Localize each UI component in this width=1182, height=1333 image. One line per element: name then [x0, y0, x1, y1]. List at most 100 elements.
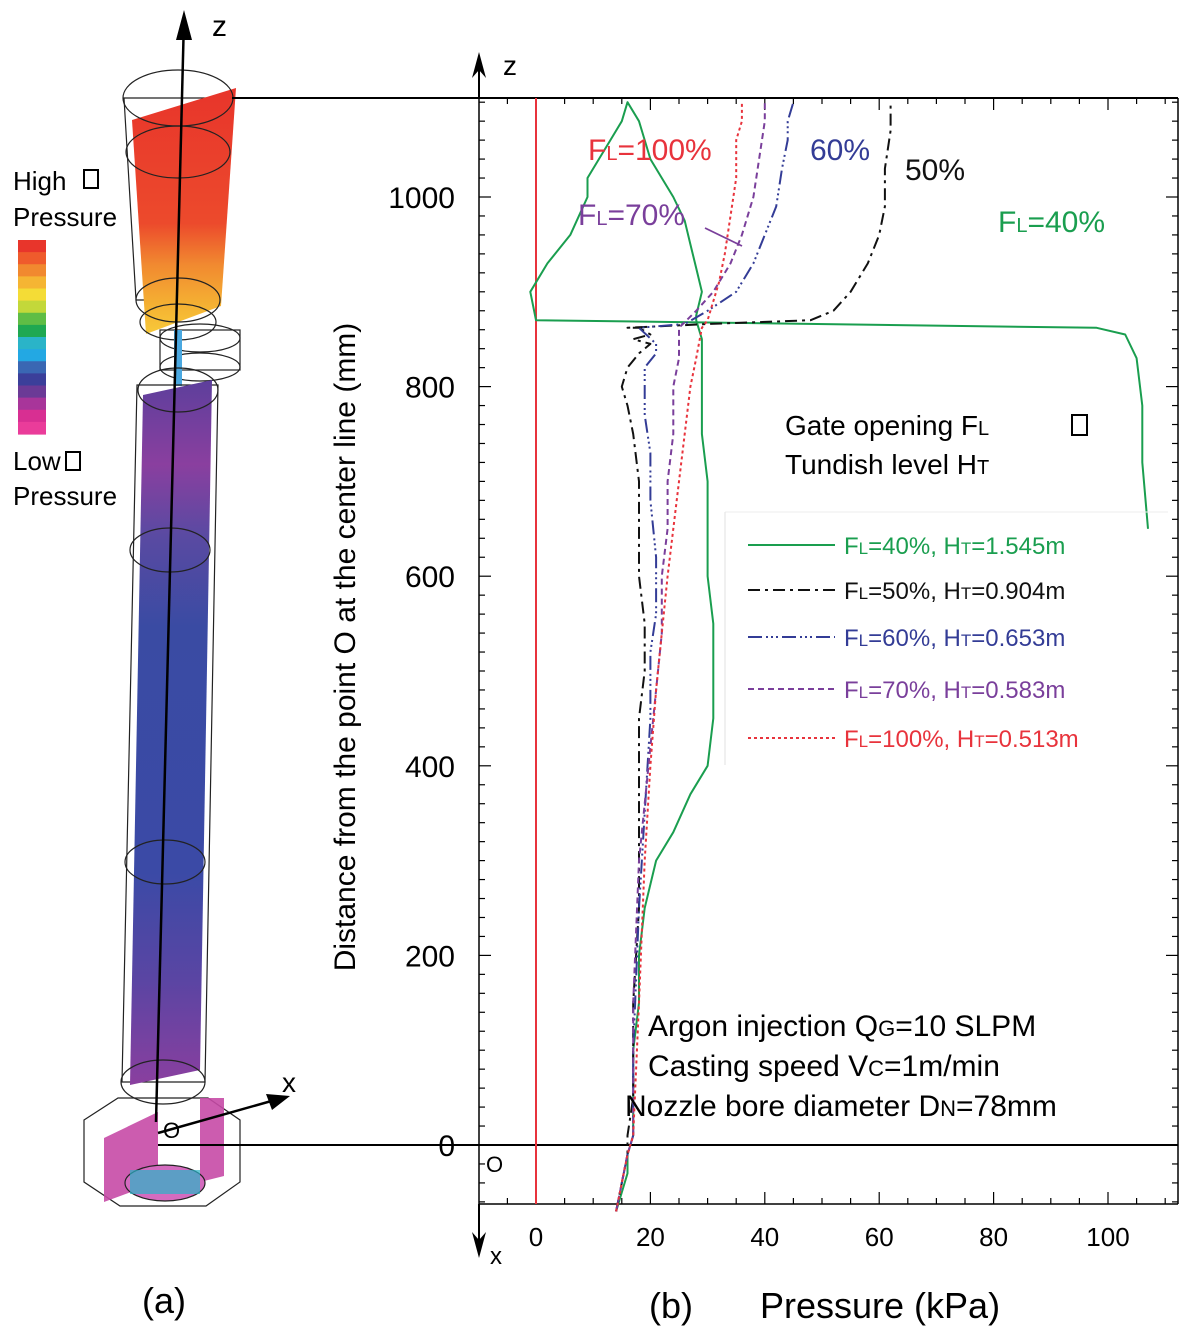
axis-z-label-b: z	[503, 50, 517, 81]
colorbar-swatch	[18, 409, 46, 423]
legend-label-part: =0.583m	[971, 677, 1065, 704]
condition-casting-speed: Casting speed VC=1m/min	[648, 1050, 1000, 1083]
y-axis-title: Distance from the point O at the center …	[329, 323, 362, 972]
condition-casting-speed-sub: C	[868, 1056, 884, 1081]
series-line-3	[615, 102, 766, 1212]
caption-b: (b)	[649, 1285, 693, 1326]
gate-throat	[174, 330, 182, 386]
info-gate-opening: Gate opening FL	[785, 410, 989, 441]
x-tick-label: 0	[529, 1222, 543, 1252]
info-tundish-level: Tundish level HT	[785, 449, 989, 480]
x-tick-label: 40	[750, 1222, 779, 1252]
condition-argon-rest: =10 SLPM	[895, 1010, 1036, 1043]
colorbar-swatch	[18, 385, 46, 399]
axis-z-line-a	[154, 17, 186, 1123]
legend-label-3: FL=70%, HT=0.583m	[844, 677, 1065, 704]
panel-a: High Pressure Low Pressure	[13, 10, 296, 1321]
colorbar-swatch	[18, 252, 46, 265]
legend-label-0: FL=40%, HT=1.545m	[844, 533, 1065, 560]
sen-ring-low	[124, 839, 206, 885]
annotation-fl100-main: F	[588, 134, 606, 167]
condition-casting-speed-rest: =1m/min	[884, 1050, 1000, 1083]
legend-low-line1: Low	[13, 446, 61, 476]
condition-argon: Argon injection QG=10 SLPM	[648, 1010, 1036, 1043]
annotation-fl70-leader	[704, 227, 743, 247]
condition-argon-main: Argon injection Q	[648, 1010, 878, 1043]
legend-high-line1: High	[13, 166, 66, 196]
annotation-fl70-sub: L	[596, 208, 607, 230]
annotation-fl40: FL=40%	[998, 206, 1105, 239]
condition-bore-diameter-sub: N	[940, 1096, 956, 1121]
series-line-4	[615, 102, 743, 1212]
slide-gate-bottom	[159, 352, 241, 382]
legend-label-part: L	[859, 683, 868, 702]
legend-label-part: =50%, H	[868, 578, 961, 605]
colorbar-swatch	[18, 324, 46, 338]
nozzle-model	[83, 10, 290, 1207]
annotation-fl40-main: F	[998, 206, 1016, 239]
sen-pressure-plane	[130, 380, 212, 1085]
sen-ring-bottom	[120, 1059, 206, 1105]
x-tick-label: 60	[865, 1222, 894, 1252]
colorbar-swatch	[18, 240, 46, 253]
port-box	[83, 1097, 241, 1207]
axis-x-label-a: x	[282, 1067, 296, 1098]
axis-x-label-b: x	[490, 1243, 502, 1270]
legend-label-part: =1.545m	[971, 533, 1065, 560]
legend-label-part: =0.513m	[985, 726, 1079, 753]
info-tundish-level-main: Tundish level H	[785, 449, 977, 480]
x-tick-label: 20	[636, 1222, 665, 1252]
axis-tick-labels: 0 200 400 600 800 1000 0 20 40 60 80 100	[388, 182, 1129, 1252]
annotation-60: 60%	[810, 134, 870, 167]
annotation-fl100-sub: L	[606, 143, 617, 165]
legend-label-part: L	[859, 584, 868, 603]
colorbar-swatch	[18, 288, 46, 302]
legend-label-part: T	[961, 539, 971, 558]
y-tick-label: 800	[405, 372, 455, 405]
series-line-1	[615, 102, 892, 1212]
colorbar-swatch	[18, 276, 46, 290]
legend-label-part: =0.653m	[971, 625, 1065, 652]
series-line-2	[615, 101, 795, 1212]
legend-label-part: =70%, H	[868, 677, 961, 704]
axis-z-arrow-b	[472, 52, 486, 78]
annotation-fl100: FL=100%	[588, 134, 712, 167]
x-tick-label: 100	[1086, 1222, 1129, 1252]
annotation-50: 50%	[905, 154, 965, 187]
colorbar-swatch	[18, 337, 46, 350]
legend-label-4: FL=100%, HT=0.513m	[844, 726, 1079, 753]
condition-casting-speed-main: Casting speed V	[648, 1050, 868, 1083]
axis-x-arrow-b	[472, 1232, 486, 1258]
annotation-fl100-rest: =100%	[617, 134, 711, 167]
y-tick-label: 600	[405, 561, 455, 594]
sen-ring-top	[137, 367, 219, 413]
legend-label-part: T	[961, 584, 971, 603]
legend-label-1: FL=50%, HT=0.904m	[844, 578, 1065, 605]
legend-label-part: T	[974, 732, 984, 751]
info-gate-opening-box	[1071, 414, 1088, 436]
axis-x-line-a	[157, 1096, 283, 1135]
annotation-fl70-rest: =70%	[607, 199, 685, 232]
legend-high-line2: Pressure	[13, 202, 117, 232]
pressure-colorbar	[18, 169, 99, 471]
upper-nozzle-ring-1	[125, 125, 231, 179]
port-right-plane	[200, 1098, 224, 1182]
panel-b: z x O 0 200 400 600 800 1000 0 20 40 60 80 100 Dist…	[158, 50, 1179, 1326]
caption-a: (a)	[142, 1280, 186, 1321]
colorbar-swatch	[18, 264, 46, 277]
legend-label-part: F	[844, 726, 859, 753]
x-axis-title: Pressure (kPa)	[760, 1285, 1000, 1326]
axis-ticks	[479, 98, 1178, 1204]
colorbar-swatch	[18, 421, 46, 435]
info-gate-opening-main: Gate opening F	[785, 410, 978, 441]
legend-label-part: F	[844, 625, 859, 652]
annotation-fl70-main: F	[578, 199, 596, 232]
colorbar-swatch	[18, 300, 46, 314]
origin-label-b: O	[486, 1152, 503, 1177]
legend-label-part: F	[844, 533, 859, 560]
legend-label-part: =100%, H	[868, 726, 974, 753]
axis-z-arrow-a	[176, 10, 192, 40]
pressure-series	[529, 101, 1149, 1212]
